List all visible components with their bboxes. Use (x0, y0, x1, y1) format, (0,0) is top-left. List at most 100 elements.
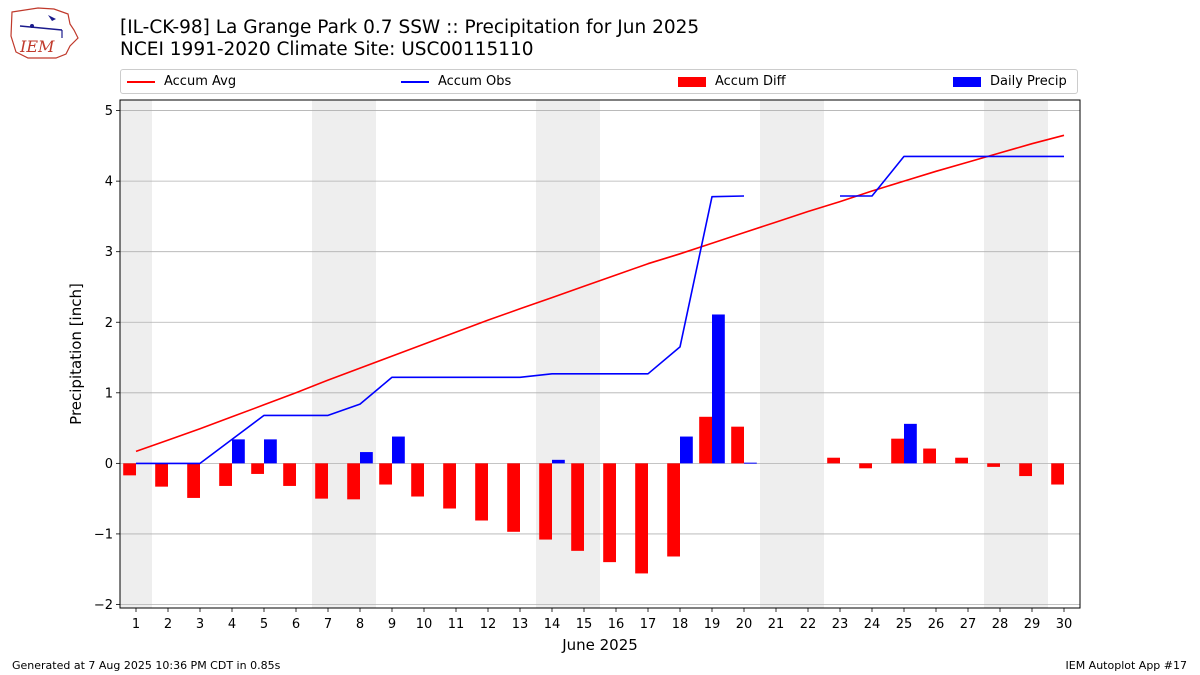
weekend-shade-4 (984, 100, 1048, 608)
bar-daily-precip-day-18 (680, 436, 693, 464)
bar-accum-diff-day-1 (123, 463, 136, 476)
legend-item-accum-avg: Accum Avg (127, 70, 236, 93)
xtick-label: 17 (640, 617, 657, 632)
bar-accum-diff-day-18 (667, 463, 680, 557)
xtick-label: 1 (132, 617, 140, 632)
accum-obs-line-segment-0 (136, 195, 745, 465)
bar-accum-diff-day-10 (411, 463, 424, 497)
weekend-shade-1 (312, 100, 376, 608)
bar-daily-precip-day-14 (552, 459, 565, 464)
legend-label-accum-diff: Accum Diff (715, 74, 786, 89)
accum-obs-line-segment-1 (840, 155, 1064, 197)
xtick-label: 26 (928, 617, 945, 632)
xtick-label: 8 (356, 617, 364, 632)
bar-accum-diff-day-13 (507, 463, 520, 532)
ytick-label: −1 (94, 527, 113, 542)
legend-swatch-accum-avg (127, 80, 155, 83)
bar-accum-diff-day-27 (955, 457, 968, 464)
bar-accum-diff-day-8 (347, 463, 360, 500)
bar-accum-diff-day-12 (475, 463, 488, 521)
bar-accum-diff-day-17 (635, 463, 648, 574)
bar-accum-diff-day-25 (891, 438, 904, 464)
legend-label-daily-precip: Daily Precip (990, 74, 1067, 89)
bar-accum-diff-day-11 (443, 463, 456, 509)
xtick-label: 13 (512, 617, 529, 632)
bar-daily-precip-day-5 (264, 439, 277, 464)
xtick-label: 28 (992, 617, 1009, 632)
xtick-label: 14 (544, 617, 561, 632)
xtick-label: 18 (672, 617, 689, 632)
x-axis-label: June 2025 (561, 636, 638, 654)
ytick-label: 4 (105, 175, 113, 190)
xtick-label: 30 (1056, 617, 1073, 632)
bar-accum-diff-day-23 (827, 457, 840, 464)
legend-item-accum-diff: Accum Diff (678, 70, 786, 93)
xtick-label: 24 (864, 617, 881, 632)
legend-swatch-accum-diff (678, 76, 706, 87)
xtick-label: 22 (800, 617, 817, 632)
app-credit: IEM Autoplot App #17 (1065, 659, 1188, 672)
bar-accum-diff-day-20 (731, 426, 744, 464)
bar-accum-diff-day-29 (1019, 463, 1032, 477)
xtick-label: 10 (416, 617, 433, 632)
bar-accum-diff-day-4 (219, 463, 232, 486)
legend: Accum Avg Accum Obs Accum Diff Daily Pre… (120, 69, 1078, 94)
bar-accum-diff-day-9 (379, 463, 392, 485)
accum-avg-line-segment-0 (135, 134, 1065, 453)
bar-accum-diff-day-30 (1051, 463, 1064, 485)
xtick-label: 12 (480, 617, 497, 632)
bar-accum-diff-day-26 (923, 448, 936, 464)
bar-accum-diff-day-28 (987, 463, 1000, 467)
bar-accum-diff-day-19 (699, 416, 712, 464)
bar-daily-precip-day-19 (712, 314, 725, 464)
legend-item-daily-precip: Daily Precip (953, 70, 1067, 93)
weekend-shade-3 (760, 100, 824, 608)
xtick-label: 5 (260, 617, 268, 632)
bar-daily-precip-day-9 (392, 436, 405, 464)
bar-accum-diff-day-16 (603, 463, 616, 563)
ytick-label: 3 (105, 245, 113, 260)
xtick-label: 25 (896, 617, 913, 632)
ytick-label: 0 (105, 457, 113, 472)
ytick-label: 2 (105, 316, 113, 331)
xtick-label: 19 (704, 617, 721, 632)
bar-accum-diff-day-14 (539, 463, 552, 540)
logo-text: IEM (19, 37, 55, 56)
legend-label-accum-avg: Accum Avg (164, 74, 237, 89)
xtick-label: 27 (960, 617, 977, 632)
y-axis-label: Precipitation [inch] (67, 283, 85, 425)
bar-accum-diff-day-15 (571, 463, 584, 551)
ytick-label: −2 (94, 598, 113, 613)
plot-frame (119, 99, 1081, 609)
bar-daily-precip-day-4 (232, 439, 245, 464)
legend-swatch-accum-obs (401, 80, 429, 83)
bar-daily-precip-day-8 (360, 452, 373, 464)
xtick-label: 7 (324, 617, 332, 632)
xtick-label: 11 (448, 617, 465, 632)
ytick-label: 5 (105, 104, 113, 119)
bar-daily-precip-day-20 (744, 462, 757, 464)
xtick-label: 4 (228, 617, 236, 632)
chart-subtitle: NCEI 1991-2020 Climate Site: USC00115110 (120, 39, 534, 60)
xtick-label: 9 (388, 617, 396, 632)
bar-accum-diff-day-24 (859, 463, 872, 469)
bar-daily-precip-day-25 (904, 423, 917, 464)
chart-title: [IL-CK-98] La Grange Park 0.7 SSW :: Pre… (120, 17, 700, 38)
bar-accum-diff-day-7 (315, 463, 328, 499)
xtick-label: 16 (608, 617, 625, 632)
xtick-label: 6 (292, 617, 300, 632)
generated-timestamp: Generated at 7 Aug 2025 10:36 PM CDT in … (12, 659, 281, 672)
bar-accum-diff-day-2 (155, 463, 168, 487)
bar-accum-diff-day-3 (187, 463, 200, 498)
xtick-label: 21 (768, 617, 785, 632)
bar-accum-diff-day-5 (251, 463, 264, 474)
legend-swatch-daily-precip (953, 76, 981, 87)
legend-label-accum-obs: Accum Obs (438, 74, 512, 89)
ytick-label: 1 (105, 386, 113, 401)
xtick-label: 23 (832, 617, 849, 632)
weekend-shade-0 (120, 100, 152, 608)
xtick-label: 29 (1024, 617, 1041, 632)
xtick-label: 20 (736, 617, 753, 632)
legend-item-accum-obs: Accum Obs (401, 70, 511, 93)
